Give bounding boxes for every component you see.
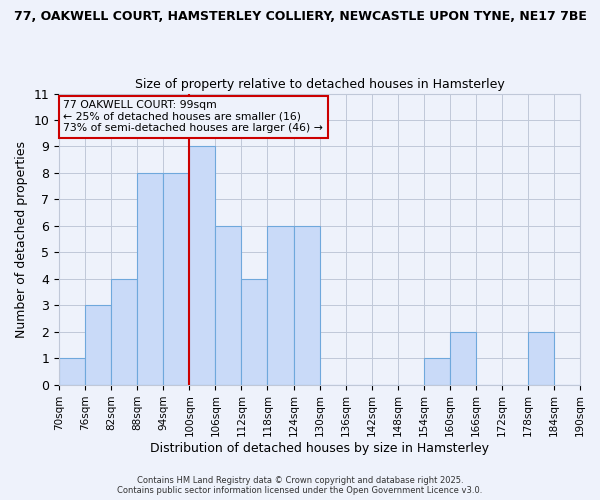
- X-axis label: Distribution of detached houses by size in Hamsterley: Distribution of detached houses by size …: [150, 442, 489, 455]
- Bar: [137, 173, 163, 384]
- Bar: [111, 279, 137, 384]
- Y-axis label: Number of detached properties: Number of detached properties: [15, 140, 28, 338]
- Bar: [293, 226, 320, 384]
- Bar: [424, 358, 450, 384]
- Bar: [450, 332, 476, 384]
- Title: Size of property relative to detached houses in Hamsterley: Size of property relative to detached ho…: [135, 78, 505, 91]
- Bar: [268, 226, 293, 384]
- Bar: [528, 332, 554, 384]
- Bar: [190, 146, 215, 384]
- Bar: [215, 226, 241, 384]
- Bar: [241, 279, 268, 384]
- Text: 77 OAKWELL COURT: 99sqm
← 25% of detached houses are smaller (16)
73% of semi-de: 77 OAKWELL COURT: 99sqm ← 25% of detache…: [64, 100, 323, 134]
- Bar: [85, 305, 111, 384]
- Text: 77, OAKWELL COURT, HAMSTERLEY COLLIERY, NEWCASTLE UPON TYNE, NE17 7BE: 77, OAKWELL COURT, HAMSTERLEY COLLIERY, …: [14, 10, 586, 23]
- Bar: [59, 358, 85, 384]
- Text: Contains HM Land Registry data © Crown copyright and database right 2025.
Contai: Contains HM Land Registry data © Crown c…: [118, 476, 482, 495]
- Bar: [163, 173, 190, 384]
